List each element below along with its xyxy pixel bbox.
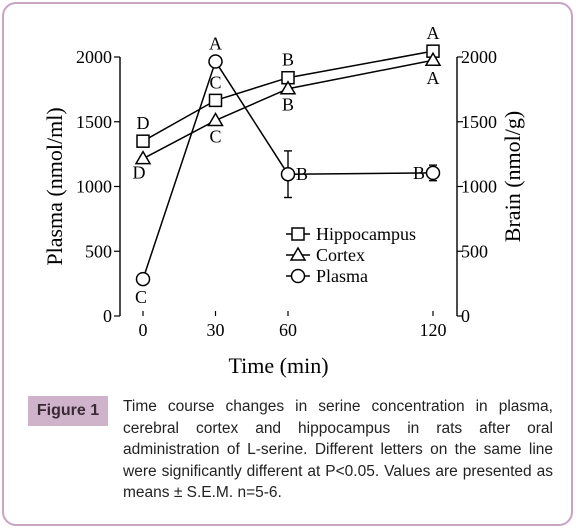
x-tick-label: 120 bbox=[420, 320, 447, 340]
y-tick-label-right: 1500 bbox=[461, 112, 497, 132]
data-point-cortex bbox=[207, 111, 224, 127]
significance-letter-cortex: A bbox=[427, 68, 440, 88]
significance-letter-cortex: D bbox=[133, 163, 146, 183]
legend-label-hippocampus: Hippocampus bbox=[316, 224, 416, 244]
y-tick-label-left: 1000 bbox=[76, 177, 112, 197]
y-axis-label-right: Brain (nmol/g) bbox=[500, 111, 525, 242]
y-tick-label-left: 2000 bbox=[76, 47, 112, 67]
x-tick-label: 0 bbox=[139, 320, 148, 340]
significance-letter-cortex: B bbox=[282, 95, 294, 115]
series-line-plasma bbox=[142, 59, 434, 280]
y-tick-label-right: 2000 bbox=[461, 47, 497, 67]
legend-marker-plasma bbox=[290, 268, 306, 284]
y-tick-label-right: 1000 bbox=[461, 177, 497, 197]
data-point-hippocampus bbox=[136, 134, 150, 148]
data-point-plasma bbox=[425, 165, 441, 181]
series-plasma bbox=[135, 54, 441, 287]
y-tick-label-left: 1500 bbox=[76, 112, 112, 132]
significance-letter-hippocampus: D bbox=[137, 113, 150, 133]
data-point-cortex bbox=[424, 51, 442, 66]
y-tick-label-left: 500 bbox=[85, 241, 112, 261]
data-point-plasma bbox=[135, 271, 151, 287]
chart-axes: 0 500 1000 1500 2000 0 500 1000 1500 2000 0 30 60 120 bbox=[76, 47, 497, 340]
series-cortex bbox=[134, 51, 442, 165]
data-point-cortex bbox=[279, 80, 297, 95]
x-tick-label: 60 bbox=[279, 320, 297, 340]
chart-svg: 0 500 1000 1500 2000 0 500 1000 1500 2000 0 30 60 120… bbox=[42, 23, 525, 378]
series-hippocampus bbox=[136, 44, 440, 148]
series-line-hippocampus bbox=[142, 50, 434, 142]
y-tick-label-right: 500 bbox=[461, 241, 488, 261]
significance-letter-cortex: C bbox=[209, 126, 221, 146]
legend-label-cortex: Cortex bbox=[316, 245, 365, 265]
significance-letter-plasma: C bbox=[135, 287, 147, 307]
significance-letter-hippocampus: C bbox=[209, 72, 221, 92]
significance-letter-plasma: B bbox=[413, 163, 425, 183]
data-point-plasma bbox=[208, 54, 223, 69]
data-point-plasma bbox=[280, 166, 296, 182]
legend-marker-hippocampus bbox=[291, 227, 305, 241]
figure-caption-text: Time course changes in serine concentrat… bbox=[123, 398, 553, 501]
significance-letter-hippocampus: A bbox=[427, 23, 440, 43]
chart-series bbox=[134, 44, 442, 287]
data-point-hippocampus bbox=[208, 93, 223, 108]
y-tick-label-right: 0 bbox=[461, 306, 470, 326]
data-point-cortex bbox=[134, 150, 152, 165]
legend-marker-cortex bbox=[289, 246, 307, 261]
series-line-cortex bbox=[142, 59, 434, 160]
figure-label: Figure 1 bbox=[28, 396, 108, 426]
significance-letter-hippocampus: B bbox=[282, 50, 294, 70]
significance-letter-plasma: A bbox=[209, 34, 222, 54]
significance-letter-plasma: B bbox=[296, 164, 308, 184]
x-tick-label: 30 bbox=[207, 320, 225, 340]
y-tick-label-left: 0 bbox=[103, 306, 112, 326]
legend-label-plasma: Plasma bbox=[316, 266, 368, 286]
x-axis-label: Time (min) bbox=[228, 353, 328, 378]
y-axis-label-left: Plasma (nmol/ml) bbox=[42, 107, 67, 265]
